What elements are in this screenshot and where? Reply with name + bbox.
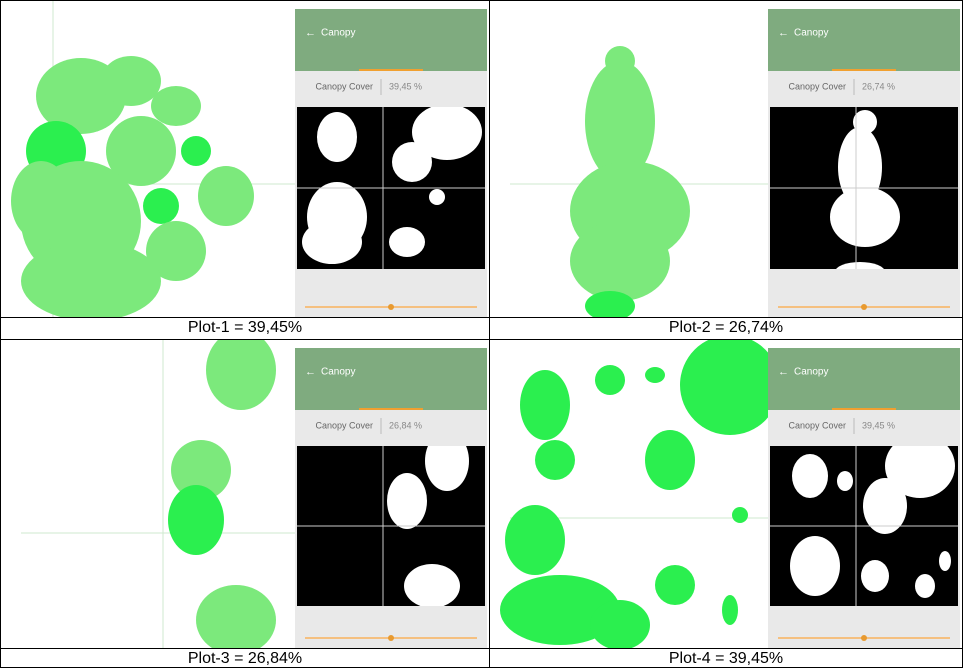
- tab-indicator: [832, 69, 896, 71]
- canopy-blob: [722, 595, 738, 625]
- caption: Plot-2 = 26,74%: [489, 317, 963, 340]
- phone-screen: ← Canopy Canopy Cover 39,45 %: [768, 348, 960, 648]
- back-arrow: ←: [778, 366, 789, 378]
- cover-value: 39,45 %: [862, 420, 895, 430]
- canopy-blob: [181, 136, 211, 166]
- panel-image: ← Canopy Canopy Cover 39,45 %: [500, 340, 960, 648]
- app-title: Canopy: [794, 367, 828, 378]
- back-arrow: ←: [305, 27, 316, 39]
- cover-label: Canopy Cover: [788, 420, 846, 430]
- canopy-blob: [732, 507, 748, 523]
- app-bar: [768, 9, 960, 71]
- panel: ← Canopy Canopy Cover 39,45 %: [0, 0, 490, 318]
- canopy-blob: [206, 340, 276, 410]
- white-blob: [387, 473, 427, 529]
- canopy-blob: [198, 166, 254, 226]
- canopy-blob: [680, 340, 780, 435]
- white-blob: [389, 227, 425, 257]
- canopy-blob: [168, 485, 224, 555]
- canopy-blob: [585, 291, 635, 317]
- slider-thumb: [861, 304, 867, 310]
- white-blob: [915, 574, 935, 598]
- canopy-blob: [143, 188, 179, 224]
- panel: ← Canopy Canopy Cover 26,74 %: [489, 0, 963, 318]
- white-blob: [792, 454, 828, 498]
- white-blob: [885, 446, 955, 498]
- white-blob: [302, 220, 362, 264]
- cover-label: Canopy Cover: [315, 81, 373, 91]
- binary-image: [770, 107, 958, 269]
- cover-value: 26,74 %: [862, 81, 895, 91]
- white-blob: [861, 560, 889, 592]
- canopy-blob: [151, 86, 201, 126]
- canopy-blob: [590, 600, 650, 648]
- app-title: Canopy: [321, 367, 355, 378]
- canopy-blob: [585, 61, 655, 181]
- binary-image: [770, 446, 958, 606]
- white-blob: [412, 107, 482, 160]
- canopy-blob: [595, 365, 625, 395]
- canopy-blob: [106, 116, 176, 186]
- slider-thumb: [861, 635, 867, 641]
- canopy-blob: [570, 221, 670, 301]
- canopy-blob: [500, 575, 620, 645]
- slider-thumb: [388, 635, 394, 641]
- white-blob: [790, 536, 840, 596]
- phone-screen: ← Canopy Canopy Cover 39,45 %: [295, 9, 487, 317]
- canopy-blob: [101, 56, 161, 106]
- canopy-blob: [520, 370, 570, 440]
- panel-image: ← Canopy Canopy Cover 26,84 %: [21, 340, 487, 648]
- white-blob: [837, 471, 853, 491]
- white-blob: [836, 262, 884, 269]
- slider-thumb: [388, 304, 394, 310]
- white-blob: [425, 446, 469, 491]
- cover-label: Canopy Cover: [315, 420, 373, 430]
- panel-image: ← Canopy Canopy Cover 39,45 %: [11, 1, 487, 317]
- canopy-blob: [535, 440, 575, 480]
- white-blob: [404, 564, 460, 606]
- canopy-blob: [171, 440, 231, 500]
- back-arrow: ←: [305, 366, 316, 378]
- tab-indicator: [832, 408, 896, 410]
- canopy-blob: [146, 221, 206, 281]
- tab-indicator: [359, 69, 423, 71]
- panel: ← Canopy Canopy Cover 26,84 %: [0, 339, 490, 649]
- caption: Plot-4 = 39,45%: [489, 648, 963, 668]
- app-bar: [295, 9, 487, 71]
- binary-image: [297, 446, 485, 606]
- app-title: Canopy: [321, 28, 355, 39]
- binary-image: [297, 107, 485, 269]
- cover-value: 39,45 %: [389, 81, 422, 91]
- canopy-blob: [196, 585, 276, 648]
- canopy-blob: [505, 505, 565, 575]
- phone-screen: ← Canopy Canopy Cover 26,74 %: [768, 9, 960, 317]
- canopy-blob: [655, 565, 695, 605]
- cover-value: 26,84 %: [389, 420, 422, 430]
- app-bar: [295, 348, 487, 410]
- back-arrow: ←: [778, 27, 789, 39]
- app-title: Canopy: [794, 28, 828, 39]
- tab-indicator: [359, 408, 423, 410]
- cover-label: Canopy Cover: [788, 81, 846, 91]
- white-blob: [429, 189, 445, 205]
- app-bar: [768, 348, 960, 410]
- white-blob: [830, 187, 900, 247]
- white-blob: [392, 142, 432, 182]
- white-blob: [939, 551, 951, 571]
- panel-image: ← Canopy Canopy Cover 26,74 %: [510, 9, 960, 317]
- panel: ← Canopy Canopy Cover 39,45 %: [489, 339, 963, 649]
- caption: Plot-1 = 39,45%: [0, 317, 490, 340]
- white-blob: [838, 127, 882, 207]
- white-blob: [317, 112, 357, 162]
- canopy-blob: [21, 241, 161, 317]
- canopy-blob: [645, 430, 695, 490]
- canopy-blob: [11, 161, 71, 241]
- canopy-blob: [645, 367, 665, 383]
- caption: Plot-3 = 26,84%: [0, 648, 490, 668]
- phone-screen: ← Canopy Canopy Cover 26,84 %: [295, 348, 487, 648]
- white-blob: [863, 478, 907, 534]
